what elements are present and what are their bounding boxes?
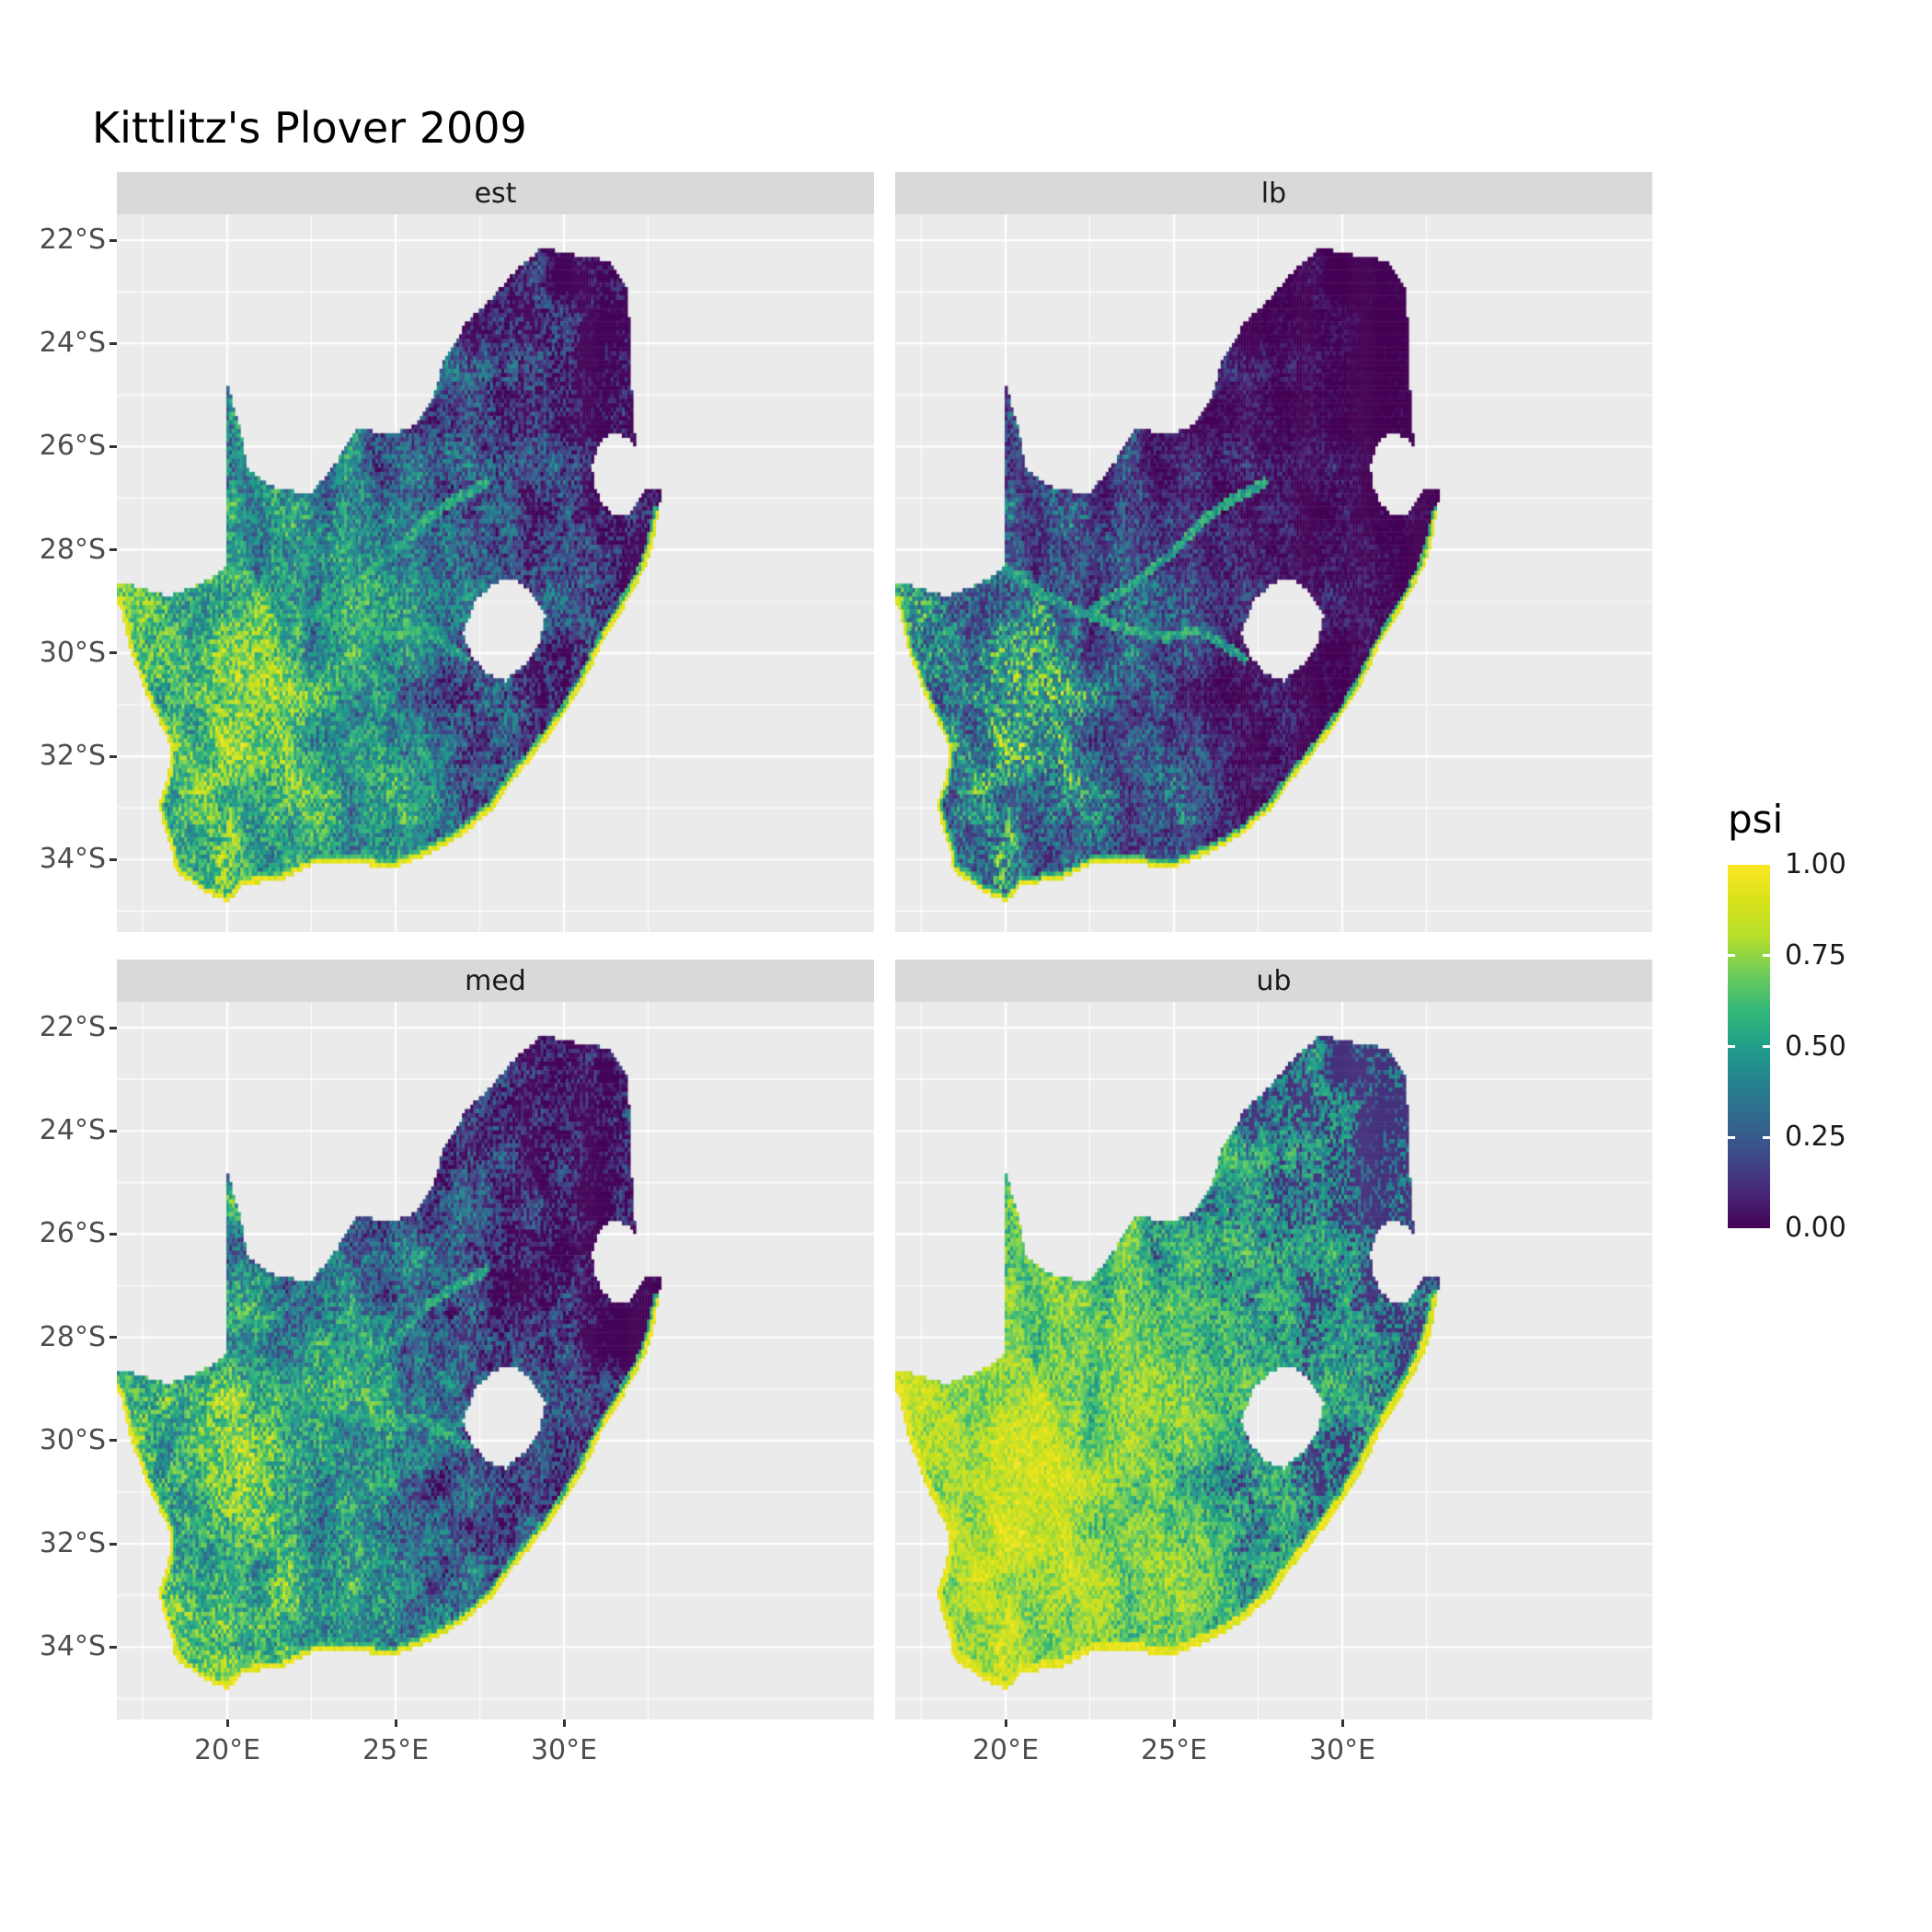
x-axis-label: 25°E: [1140, 1734, 1208, 1766]
y-axis-label: 30°S: [39, 1423, 106, 1456]
legend-tick-label: 1.00: [1785, 848, 1846, 880]
x-axis-tick: [562, 1719, 566, 1727]
legend-tick-label: 0.50: [1785, 1029, 1846, 1063]
facet-strip-lb: lb: [895, 172, 1652, 214]
plot-title: Kittlitz's Plover 2009: [92, 103, 527, 153]
facet-strip-est: est: [117, 172, 874, 214]
y-axis-tick: [109, 651, 117, 655]
y-axis-tick: [109, 857, 117, 861]
y-axis-label: 24°S: [39, 327, 106, 360]
colorbar-tick: [1728, 1045, 1735, 1048]
facet-map-med: [117, 1002, 874, 1719]
facet-strip-med: med: [117, 960, 874, 1002]
x-axis-tick: [394, 1719, 397, 1727]
y-axis-tick: [109, 1129, 117, 1133]
y-axis-label: 22°S: [39, 1011, 106, 1044]
colorbar-tick: [1763, 1045, 1770, 1048]
y-axis-label: 28°S: [39, 533, 106, 566]
colorbar-tick: [1763, 954, 1770, 958]
y-axis-label: 26°S: [39, 430, 106, 463]
x-axis-tick: [1004, 1719, 1007, 1727]
facet-strip-ub: ub: [895, 960, 1652, 1002]
y-axis-label: 24°S: [39, 1114, 106, 1147]
x-axis-label: 20°E: [193, 1734, 261, 1766]
facet-strip-label: ub: [1256, 964, 1292, 997]
facet-map-ub: [895, 1002, 1652, 1719]
y-axis-tick: [109, 1336, 117, 1340]
y-axis-label: 22°S: [39, 224, 106, 257]
y-axis-tick: [109, 1026, 117, 1029]
y-axis-label: 28°S: [39, 1320, 106, 1353]
y-axis-label: 32°S: [39, 740, 106, 773]
y-axis-label: 26°S: [39, 1217, 106, 1250]
facet-strip-label: est: [474, 177, 517, 210]
y-axis-tick: [109, 1232, 117, 1236]
y-axis-tick: [109, 548, 117, 552]
y-axis-tick: [109, 1439, 117, 1443]
legend-tick-label: 0.25: [1785, 1121, 1846, 1154]
y-axis-tick: [109, 1542, 117, 1546]
facet-strip-label: med: [465, 964, 526, 997]
x-axis-label: 30°E: [1308, 1734, 1376, 1766]
x-axis-label: 30°E: [530, 1734, 598, 1766]
y-axis-tick: [109, 1645, 117, 1649]
colorbar-tick: [1728, 954, 1735, 958]
facet-map-est: [117, 214, 874, 932]
y-axis-tick: [109, 238, 117, 242]
facet-map-lb: [895, 214, 1652, 932]
y-axis-label: 34°S: [39, 1630, 106, 1663]
y-axis-label: 32°S: [39, 1527, 106, 1560]
x-axis-tick: [225, 1719, 229, 1727]
legend-tick-label: 0.75: [1785, 938, 1846, 972]
y-axis-tick: [109, 444, 117, 448]
facet-strip-label: lb: [1260, 177, 1287, 210]
colorbar-tick: [1728, 1135, 1735, 1139]
y-axis-label: 34°S: [39, 843, 106, 876]
x-axis-label: 25°E: [362, 1734, 430, 1766]
x-axis-tick: [1172, 1719, 1176, 1727]
x-axis-label: 20°E: [972, 1734, 1040, 1766]
x-axis-tick: [1340, 1719, 1344, 1727]
y-axis-tick: [109, 341, 117, 345]
y-axis-tick: [109, 754, 117, 758]
y-axis-label: 30°S: [39, 636, 106, 669]
legend-title: psi: [1728, 797, 1784, 842]
legend-tick-label: 0.00: [1785, 1212, 1846, 1244]
colorbar-tick: [1763, 1135, 1770, 1139]
